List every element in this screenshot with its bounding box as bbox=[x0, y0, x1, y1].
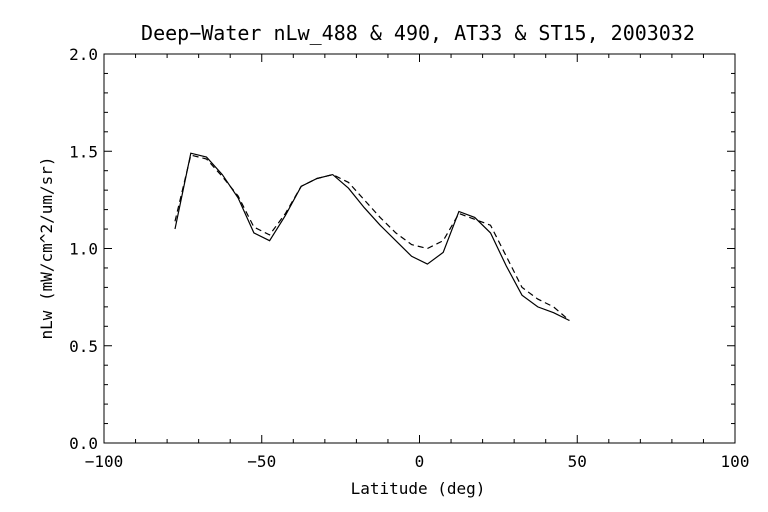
x-tick-label: 0 bbox=[415, 452, 425, 471]
y-tick-label: 1.5 bbox=[69, 142, 98, 161]
tick-labels: −100 −50 0 50 100 0.0 0.5 1.0 1.5 2.0 bbox=[69, 45, 749, 471]
y-tick-label: 0.5 bbox=[69, 337, 98, 356]
series-line-dashed bbox=[174, 154, 570, 321]
x-tick-label: 100 bbox=[721, 452, 750, 471]
x-tick-label: −50 bbox=[247, 452, 276, 471]
chart-title: Deep−Water nLw_488 & 490, AT33 & ST15, 2… bbox=[141, 21, 695, 45]
x-axis-label: Latitude (deg) bbox=[351, 479, 486, 498]
series-line-solid bbox=[174, 152, 570, 322]
series-lines bbox=[174, 152, 570, 322]
y-tick-label: 0.0 bbox=[69, 434, 98, 453]
x-tick-label: 50 bbox=[568, 452, 587, 471]
axis-ticks bbox=[103, 53, 736, 444]
x-tick-label: −100 bbox=[85, 452, 124, 471]
y-tick-label: 2.0 bbox=[69, 45, 98, 64]
y-axis-label: nLw (mW/cm^2/um/sr) bbox=[37, 156, 56, 339]
plot-frame bbox=[103, 53, 736, 444]
y-tick-label: 1.0 bbox=[69, 240, 98, 259]
